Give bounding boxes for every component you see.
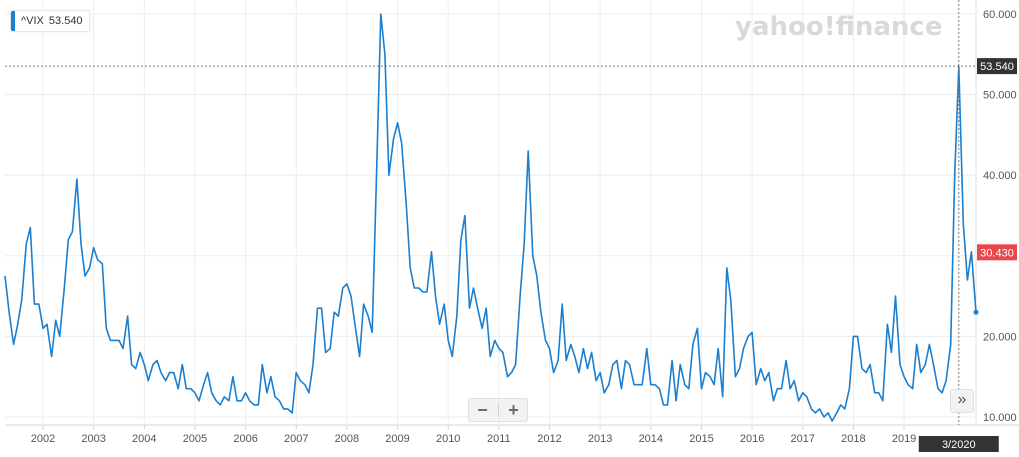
x-tick-label: 2017: [791, 433, 815, 445]
legend-ticker: ^VIX: [21, 15, 44, 27]
x-tick-label: 2019: [892, 433, 916, 445]
zoom-controls: − +: [468, 398, 528, 422]
x-tick-label: 2009: [385, 433, 409, 445]
y-tick-label: 40.000: [983, 170, 1017, 182]
x-tick-label: 2008: [335, 433, 359, 445]
x-tick-label: 2011: [487, 433, 511, 445]
y-tick-label: 60.000: [983, 9, 1017, 21]
legend-value: 53.540: [48, 15, 83, 27]
crosshair: [5, 0, 976, 425]
crosshair-value-badge: [977, 58, 1017, 75]
yahoo-finance-watermark: yahoo!finance: [735, 12, 943, 42]
x-tick-label: 2014: [639, 433, 663, 445]
legend[interactable]: ^VIX 53.540: [10, 10, 90, 32]
series-end-point: [973, 309, 979, 315]
x-tick-label: 2018: [841, 433, 865, 445]
y-tick-label: 20.000: [983, 331, 1017, 343]
x-tick-label: 2012: [537, 433, 561, 445]
crosshair-date-label: 3/2020: [942, 439, 976, 451]
y-tick-label: 50.000: [983, 90, 1017, 102]
crosshair-value-label: 53.540: [980, 61, 1014, 73]
zoom-divider: [497, 403, 499, 417]
x-tick-label: 2002: [31, 433, 55, 445]
x-tick-label: 2006: [233, 433, 257, 445]
crosshair-date-badge: [918, 436, 999, 452]
last-price-label: 30.430: [980, 247, 1014, 259]
grid-lines: [5, 0, 1019, 426]
x-tick-label: 2013: [588, 433, 612, 445]
price-badges: 53.540 3/2020 30.430: [918, 58, 1017, 452]
x-tick-label: 2015: [689, 433, 713, 445]
x-axis: 2002 2003 2004 2005 2006 2007 2008 2009 2010 2011…: [31, 425, 916, 445]
x-tick-label: 2005: [183, 433, 207, 445]
legend-swatch: [11, 11, 15, 31]
y-tick-label: 10.000: [983, 412, 1017, 424]
series-line: [4, 13, 977, 422]
x-tick-label: 2016: [740, 433, 764, 445]
x-tick-label: 2007: [284, 433, 308, 445]
x-tick-label: 2010: [436, 433, 460, 445]
series-layer: [4, 13, 979, 422]
scroll-to-latest-button[interactable]: »: [950, 389, 974, 413]
zoom-in-button[interactable]: +: [508, 400, 519, 420]
zoom-out-button[interactable]: −: [477, 400, 488, 420]
last-price-badge: [977, 244, 1017, 261]
x-tick-label: 2003: [81, 433, 105, 445]
x-tick-label: 2004: [132, 433, 156, 445]
